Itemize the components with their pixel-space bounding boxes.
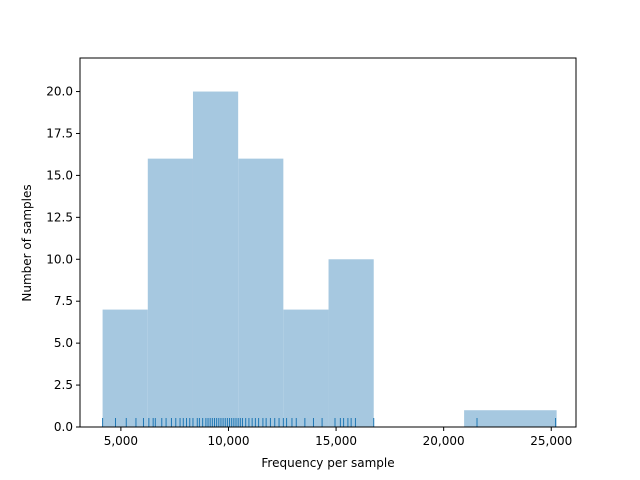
- y-tick-label-0: 0.0: [54, 420, 73, 434]
- x-tick-label-0: 5,000: [104, 434, 138, 448]
- histogram-bar-4: [283, 309, 329, 427]
- x-axis-label: Frequency per sample: [261, 456, 394, 470]
- histogram-bar-2: [192, 91, 239, 427]
- y-tick-label-7: 17.5: [46, 126, 73, 140]
- y-tick-label-8: 20.0: [46, 85, 73, 99]
- y-tick-label-2: 5.0: [54, 336, 73, 350]
- y-axis-label: Number of samples: [20, 184, 34, 301]
- y-tick-label-3: 7.5: [54, 294, 73, 308]
- plot-frame: [79, 57, 577, 428]
- histogram-bar-8: [464, 410, 557, 427]
- y-tick-label-1: 2.5: [54, 378, 73, 392]
- x-axis: 5,000 10,000 15,000 20,000 25,000: [104, 427, 572, 448]
- histogram-bar-3: [238, 158, 284, 428]
- histogram-bar-1: [147, 158, 193, 428]
- histogram-bar-0: [102, 309, 148, 427]
- x-tick-label-3: 20,000: [423, 434, 465, 448]
- y-tick-label-4: 10.0: [46, 252, 73, 266]
- y-tick-label-5: 12.5: [46, 210, 73, 224]
- rug-ticks: [102, 418, 557, 427]
- x-tick-label-1: 10,000: [207, 434, 249, 448]
- y-tick-label-6: 15.0: [46, 168, 73, 182]
- y-axis: 0.0 2.5 5.0 7.5 10.0 12.5 15.0 17.5 20.0: [46, 85, 80, 434]
- x-tick-label-2: 15,000: [315, 434, 357, 448]
- histogram-bar-5: [328, 259, 374, 427]
- x-tick-label-4: 25,000: [530, 434, 572, 448]
- histogram-bars: [102, 91, 557, 428]
